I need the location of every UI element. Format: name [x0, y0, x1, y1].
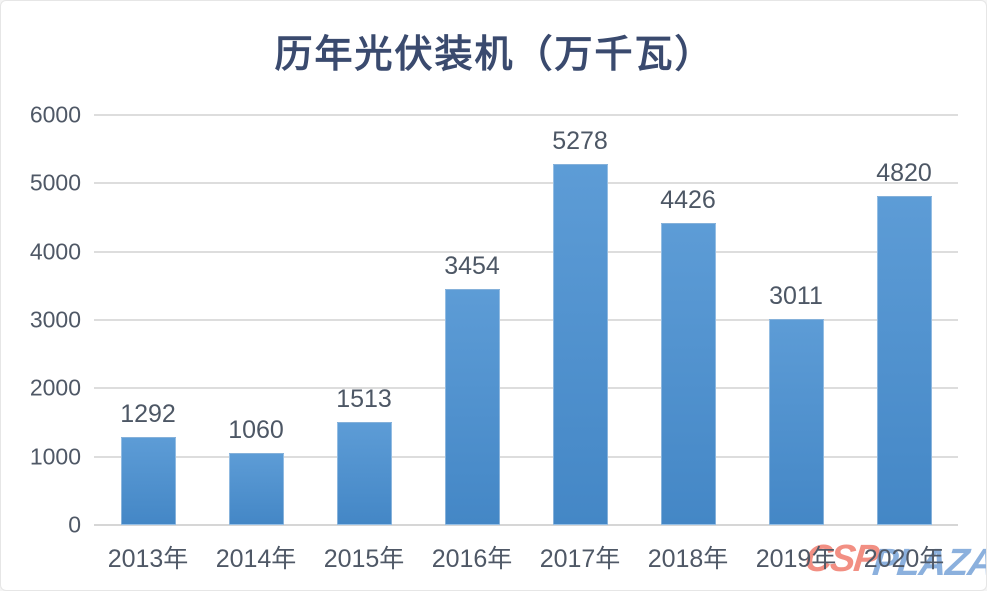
bar-2017年: [552, 164, 608, 525]
x-tick-label: 2019年: [755, 545, 837, 573]
bar-value-label: 4820: [876, 158, 932, 187]
bar-2020年: [876, 195, 932, 525]
x-tick-label: 2020年: [863, 545, 945, 573]
gridline: [94, 387, 958, 390]
chart-title: 历年光伏装机（万千瓦）: [274, 34, 715, 76]
bar-value-label: 3454: [444, 251, 500, 280]
bar-2018年: [660, 222, 716, 525]
bar-value-label: 1060: [228, 415, 284, 444]
y-tick-label: 6000: [29, 101, 81, 128]
y-tick-label: 5000: [29, 169, 81, 196]
bar-2016年: [444, 288, 500, 525]
x-tick-label: 2018年: [647, 545, 729, 573]
bar-value-label: 4426: [660, 185, 716, 214]
bar-value-label: 1292: [120, 399, 176, 428]
x-tick-label: 2016年: [431, 545, 513, 573]
x-tick-label: 2014年: [215, 545, 297, 573]
bar-value-label: 5278: [552, 127, 608, 156]
gridline: [94, 455, 958, 458]
x-axis-line: [94, 524, 958, 526]
bar-value-label: 3011: [769, 282, 823, 311]
x-tick-label: 2017年: [539, 545, 621, 573]
gridline: [94, 182, 958, 185]
bar-2013年: [120, 436, 176, 525]
y-tick-label: 1000: [29, 443, 81, 470]
y-tick-label: 0: [68, 511, 81, 538]
gridline: [94, 114, 958, 116]
x-tick-label: 2015年: [323, 545, 405, 573]
y-tick-label: 3000: [29, 306, 81, 333]
y-tick-label: 4000: [29, 238, 81, 265]
y-tick-label: 2000: [29, 374, 81, 401]
plot-area: 1292 1060 1513 3454 5278 4426 3011 4820: [94, 114, 958, 526]
x-tick-label: 2013年: [107, 545, 189, 573]
bar-value-label: 1513: [336, 384, 392, 413]
gridline: [94, 319, 958, 321]
bar-2015年: [336, 421, 392, 525]
bar-2019年: [768, 319, 824, 525]
bar-2014年: [228, 452, 284, 525]
